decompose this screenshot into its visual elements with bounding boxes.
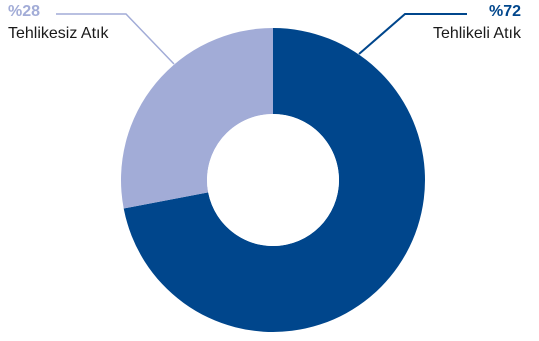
donut-slice-non-hazardous (120, 28, 273, 209)
donut-slices (120, 28, 426, 333)
slice-name-label-non-hazardous: Tehlikesiz Atık (8, 25, 109, 42)
donut-hole (207, 114, 339, 246)
slice-value-label-non-hazardous: %28 (8, 3, 40, 20)
leader-line-hazardous (358, 13, 467, 55)
slice-name-label-hazardous: Tehlikeli Atık (433, 25, 522, 42)
leader-line-non-hazardous (56, 13, 175, 65)
donut-slice-hazardous (123, 28, 426, 333)
slice-value-label-hazardous: %72 (489, 3, 521, 20)
